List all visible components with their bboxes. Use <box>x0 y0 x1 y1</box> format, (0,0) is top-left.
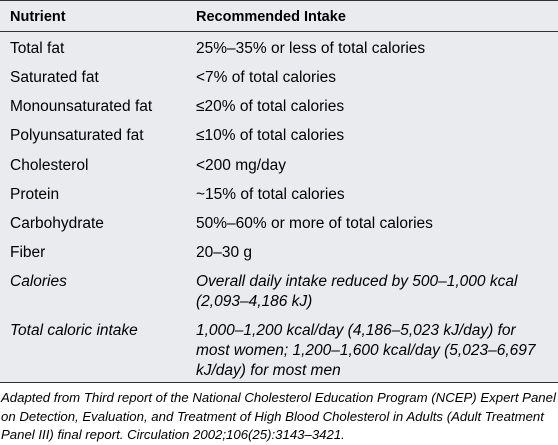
row-intake: ≤10% of total calories <box>196 127 345 144</box>
row-intake: 20–30 g <box>196 244 253 261</box>
header-recommended-intake: Recommended Intake <box>196 9 346 25</box>
row-intake: <200 mg/day <box>196 157 287 174</box>
row-intake: 1,000–1,200 kcal/day (4,186–5,023 kJ/day… <box>196 322 536 379</box>
row-nutrient: Carbohydrate <box>10 215 104 232</box>
row-intake: Overall daily intake reduced by 500–1,00… <box>196 273 518 310</box>
row-intake: 50%–60% or more of total calories <box>196 215 433 232</box>
source-footnote: Adapted from Third report of the Nationa… <box>1 390 556 442</box>
row-nutrient: Monounsaturated fat <box>10 98 153 115</box>
table-header: Nutrient Recommended Intake <box>0 1 558 32</box>
row-nutrient: Polyunsaturated fat <box>10 127 144 144</box>
row-nutrient: Total fat <box>10 40 65 57</box>
row-nutrient: Cholesterol <box>10 157 89 174</box>
header-nutrient: Nutrient <box>10 9 66 25</box>
row-nutrient: Fiber <box>10 244 46 261</box>
row-intake: ≤20% of total calories <box>196 98 345 115</box>
row-intake: <7% of total calories <box>196 69 337 86</box>
nutrient-table: Nutrient Recommended Intake Total fat 25… <box>0 0 558 383</box>
row-intake: ~15% of total calories <box>196 186 345 203</box>
row-nutrient: Protein <box>10 186 60 203</box>
row-nutrient: Saturated fat <box>10 69 99 86</box>
row-intake: 25%–35% or less of total calories <box>196 40 426 57</box>
row-nutrient: Calories <box>10 273 67 290</box>
row-nutrient: Total caloric intake <box>10 322 138 339</box>
